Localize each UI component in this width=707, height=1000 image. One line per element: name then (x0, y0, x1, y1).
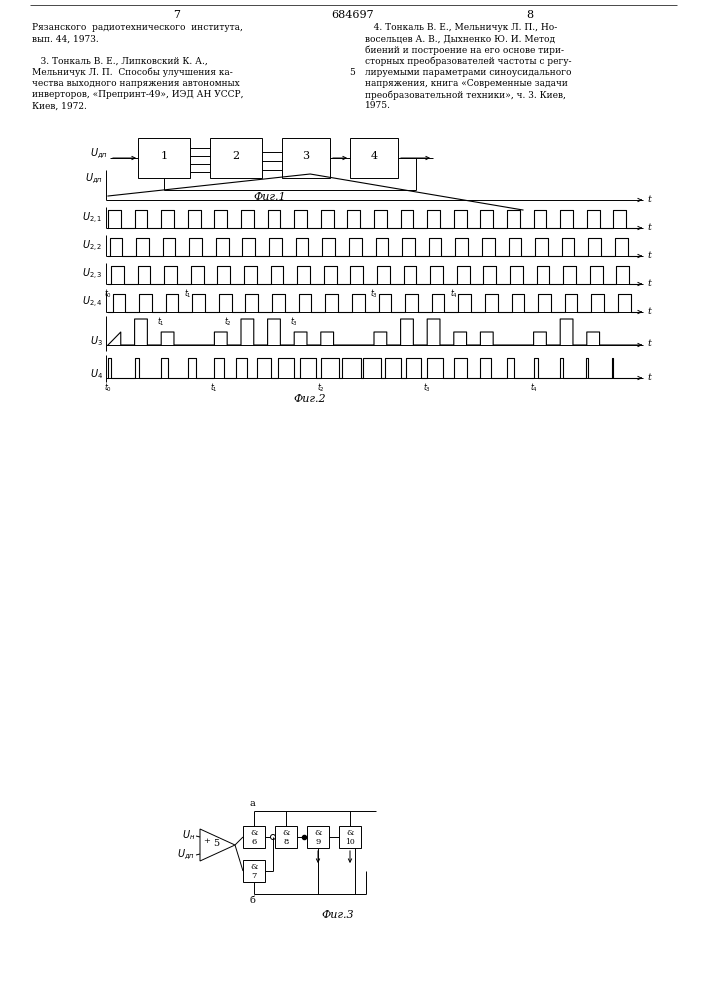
Text: &: & (346, 829, 354, 837)
Bar (339, 826, 361, 848)
Bar (243, 860, 265, 882)
Text: 5: 5 (349, 68, 355, 77)
Text: &: & (282, 829, 290, 837)
Text: Мельничук Л. П.  Способы улучшения ка-: Мельничук Л. П. Способы улучшения ка- (32, 68, 233, 77)
Text: Фиг.2: Фиг.2 (293, 394, 327, 404)
Text: $U_{дп}$: $U_{дп}$ (90, 147, 108, 161)
Text: $t_3$: $t_3$ (423, 381, 431, 393)
Text: t: t (647, 340, 651, 349)
Text: &: & (314, 829, 322, 837)
Text: t: t (647, 372, 651, 381)
Text: 8: 8 (527, 10, 534, 20)
Text: t: t (647, 250, 651, 259)
Text: восельцев А. В., Дыхненко Ю. И. Метод: восельцев А. В., Дыхненко Ю. И. Метод (365, 34, 555, 43)
Text: 7: 7 (251, 872, 257, 880)
Bar (307, 826, 329, 848)
Text: 2: 2 (233, 151, 240, 161)
Text: $t_3$: $t_3$ (290, 315, 298, 328)
Text: +: + (204, 837, 211, 845)
Text: $t_1$: $t_1$ (184, 287, 192, 300)
Text: напряжения, книга «Современные задачи: напряжения, книга «Современные задачи (365, 79, 568, 88)
Text: $t_0$: $t_0$ (104, 381, 112, 393)
Text: чества выходного напряжения автономных: чества выходного напряжения автономных (32, 79, 240, 88)
Text: t: t (647, 223, 651, 232)
Text: &: & (250, 829, 258, 837)
Text: $U_{2,4}$: $U_{2,4}$ (82, 294, 103, 310)
Text: Рязанского  радиотехнического  института,: Рязанского радиотехнического института, (32, 23, 243, 32)
Text: $U_{2,2}$: $U_{2,2}$ (83, 238, 103, 254)
Text: 4. Тонкаль В. Е., Мельничук Л. П., Но-: 4. Тонкаль В. Е., Мельничук Л. П., Но- (365, 23, 557, 32)
Text: $U_н$: $U_н$ (182, 828, 195, 842)
Text: $U_{дп}$: $U_{дп}$ (177, 848, 195, 862)
Text: вып. 44, 1973.: вып. 44, 1973. (32, 34, 99, 43)
Bar (275, 826, 297, 848)
Text: 7: 7 (173, 10, 180, 20)
Text: сторных преобразователей частоты с регу-: сторных преобразователей частоты с регу- (365, 57, 571, 66)
Text: 8: 8 (284, 838, 288, 846)
Text: 1: 1 (160, 151, 168, 161)
Bar (138, 138, 190, 178)
Text: Киев, 1972.: Киев, 1972. (32, 101, 87, 110)
Bar (282, 138, 330, 178)
Text: $U_{2,1}$: $U_{2,1}$ (83, 210, 103, 226)
Text: Фиг.1: Фиг.1 (254, 192, 286, 202)
Text: $U_{дп}$: $U_{дп}$ (85, 172, 103, 186)
Text: преобразовательной техники», ч. 3. Киев,: преобразовательной техники», ч. 3. Киев, (365, 90, 566, 100)
Text: $U_{2,3}$: $U_{2,3}$ (82, 266, 103, 282)
Text: t: t (647, 306, 651, 316)
Text: $U_4$: $U_4$ (90, 367, 103, 381)
Text: &: & (250, 863, 258, 871)
Text: б: б (249, 896, 255, 905)
Bar (350, 138, 398, 178)
Text: а: а (249, 799, 255, 808)
Bar (243, 826, 265, 848)
Text: $t_1$: $t_1$ (211, 381, 218, 393)
Bar (210, 138, 262, 178)
Text: лируемыми параметрами синоусидального: лируемыми параметрами синоусидального (365, 68, 571, 77)
Text: 3. Тонкаль В. Е., Липковский К. А.,: 3. Тонкаль В. Е., Липковский К. А., (32, 57, 208, 66)
Text: t: t (647, 278, 651, 288)
Text: $U_3$: $U_3$ (90, 334, 103, 348)
Text: $t_2$: $t_2$ (317, 381, 325, 393)
Text: 3: 3 (303, 151, 310, 161)
Text: Фиг.3: Фиг.3 (322, 910, 354, 920)
Text: инверторов, «Препринт-49», ИЭД АН УССР,: инверторов, «Препринт-49», ИЭД АН УССР, (32, 90, 243, 99)
Text: $t_4$: $t_4$ (530, 381, 537, 393)
Text: $t_0$: $t_0$ (104, 287, 112, 300)
Text: биений и построение на его основе тири-: биений и построение на его основе тири- (365, 45, 564, 55)
Text: t: t (647, 194, 651, 204)
Text: 10: 10 (345, 838, 355, 846)
Text: $t_4$: $t_4$ (450, 287, 458, 300)
Text: 684697: 684697 (332, 10, 374, 20)
Text: $t_1$: $t_1$ (157, 315, 165, 328)
Text: 6: 6 (252, 838, 257, 846)
Text: 9: 9 (315, 838, 321, 846)
Text: 1975.: 1975. (365, 101, 391, 110)
Text: $t_3$: $t_3$ (370, 287, 378, 300)
Text: 4: 4 (370, 151, 378, 161)
Text: $t_2$: $t_2$ (223, 315, 232, 328)
Text: 5: 5 (214, 838, 220, 848)
